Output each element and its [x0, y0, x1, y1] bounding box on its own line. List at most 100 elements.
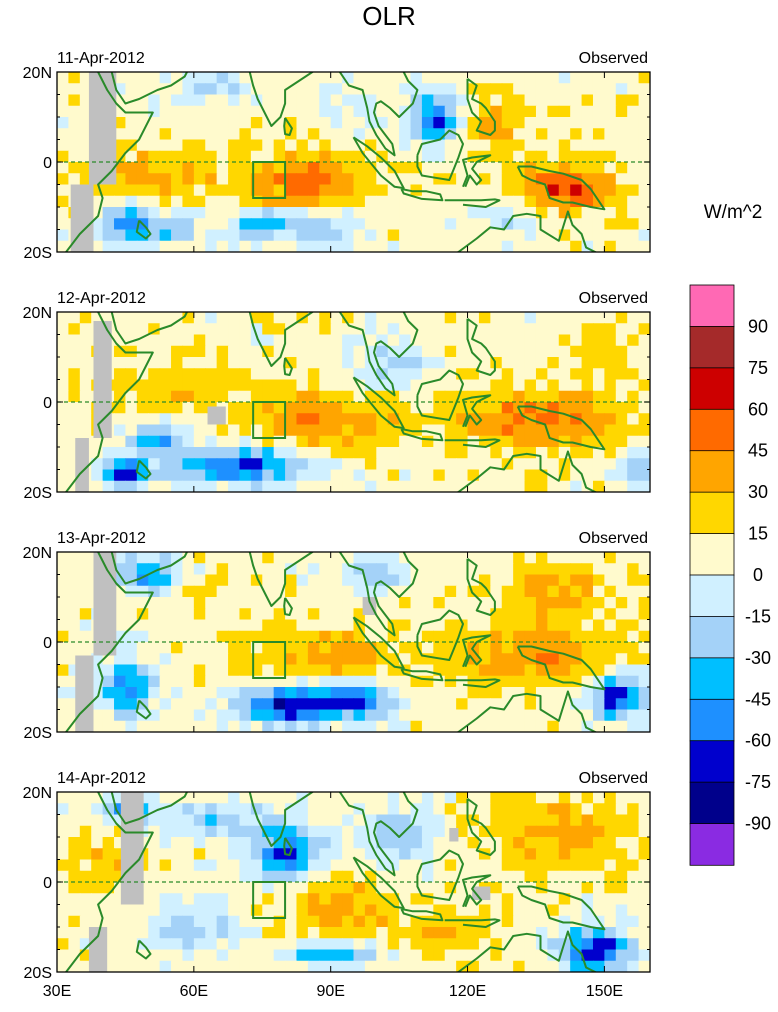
- olr-cell: [68, 949, 81, 962]
- olr-cell: [205, 345, 218, 358]
- olr-cell: [547, 893, 560, 906]
- olr-cell: [193, 608, 206, 621]
- olr-cell: [399, 207, 412, 219]
- olr-cell: [547, 105, 560, 118]
- olr-cell: [547, 882, 560, 894]
- olr-cell: [558, 139, 571, 152]
- olr-cell: [387, 435, 400, 448]
- olr-cell: [421, 574, 434, 587]
- x-tick-label: 60E: [180, 983, 208, 1000]
- olr-cell: [319, 960, 332, 972]
- olr-cell: [57, 368, 69, 381]
- olr-cell: [228, 413, 241, 426]
- olr-cell: [376, 814, 389, 827]
- olr-cell: [353, 585, 366, 598]
- olr-cell: [285, 312, 298, 324]
- olr-cell: [638, 94, 650, 107]
- olr-cell: [444, 207, 457, 219]
- olr-cell: [615, 402, 628, 414]
- olr-cell: [376, 218, 389, 231]
- olr-cell: [501, 574, 514, 587]
- olr-cell: [273, 882, 286, 894]
- olr-cell: [604, 117, 617, 129]
- olr-cell: [570, 334, 583, 347]
- olr-cell: [592, 402, 605, 414]
- olr-cell: [148, 825, 161, 838]
- x-axis: 30E 60E 90E 120E 150E: [43, 983, 623, 1000]
- olr-cell: [581, 379, 594, 392]
- olr-cell: [410, 345, 423, 358]
- olr-cell: [501, 709, 514, 722]
- olr-cell: [262, 938, 275, 951]
- olr-cell: [91, 882, 104, 894]
- olr-cell: [57, 882, 69, 894]
- olr-cell: [353, 687, 366, 699]
- olr-cell: [193, 105, 206, 118]
- olr-cell: [296, 675, 309, 688]
- olr-cell: [524, 642, 537, 654]
- olr-cell: [627, 368, 640, 381]
- olr-cell: [433, 552, 446, 564]
- olr-cell: [638, 357, 650, 369]
- olr-cell: [285, 184, 298, 197]
- olr-cell: [433, 927, 446, 939]
- olr-cell: [615, 709, 628, 722]
- y-tick-label: 0: [43, 395, 52, 412]
- olr-cell: [79, 312, 92, 324]
- olr-cell: [467, 698, 480, 711]
- olr-cell: [193, 458, 206, 471]
- olr-cell: [478, 803, 491, 816]
- olr-cell: [330, 893, 343, 906]
- olr-cell: [193, 83, 206, 96]
- olr-cell: [570, 675, 583, 688]
- olr-cell: [376, 323, 389, 336]
- olr-cell: [627, 664, 640, 677]
- olr-cell: [273, 207, 286, 219]
- olr-cell: [319, 949, 332, 962]
- olr-cell: [193, 574, 206, 587]
- olr-cell: [638, 173, 650, 186]
- olr-cell: [296, 162, 309, 174]
- olr-cell: [524, 240, 537, 252]
- olr-cell: [330, 323, 343, 336]
- olr-cell: [68, 585, 81, 598]
- olr-cell: [353, 72, 366, 84]
- olr-cell: [285, 837, 298, 849]
- olr-cell: [478, 480, 491, 492]
- olr-cell: [262, 927, 275, 939]
- olr-cell: [250, 368, 263, 381]
- olr-cell: [91, 915, 104, 928]
- olr-cell: [444, 552, 457, 564]
- olr-cell: [364, 552, 377, 564]
- olr-cell: [228, 105, 241, 118]
- olr-cell: [250, 480, 263, 492]
- olr-cell: [125, 927, 138, 939]
- olr-cell: [79, 870, 92, 883]
- olr-cell: [410, 574, 423, 587]
- olr-cell: [296, 195, 309, 208]
- olr-cell: [581, 630, 594, 643]
- olr-cell: [456, 585, 469, 598]
- olr-cell: [319, 675, 332, 688]
- coastline: [352, 856, 405, 910]
- olr-cell: [228, 848, 241, 861]
- olr-cell: [91, 435, 104, 448]
- y-tick-label: 20S: [24, 965, 52, 982]
- olr-cell: [638, 413, 650, 426]
- olr-cell: [376, 825, 389, 838]
- olr-cell: [501, 563, 514, 576]
- olr-cell: [319, 882, 332, 894]
- olr-cell: [615, 960, 628, 972]
- colorbar-label: -15: [745, 606, 771, 626]
- y-tick-label: 0: [43, 875, 52, 892]
- olr-cell: [581, 915, 594, 928]
- olr-cell: [228, 927, 241, 939]
- olr-cell: [592, 480, 605, 492]
- olr-cell: [490, 870, 503, 883]
- olr-cell: [171, 870, 184, 883]
- olr-cell: [353, 938, 366, 951]
- olr-cell: [159, 552, 172, 564]
- olr-cell: [159, 207, 172, 219]
- olr-cell: [627, 334, 640, 347]
- olr-cell: [205, 664, 218, 677]
